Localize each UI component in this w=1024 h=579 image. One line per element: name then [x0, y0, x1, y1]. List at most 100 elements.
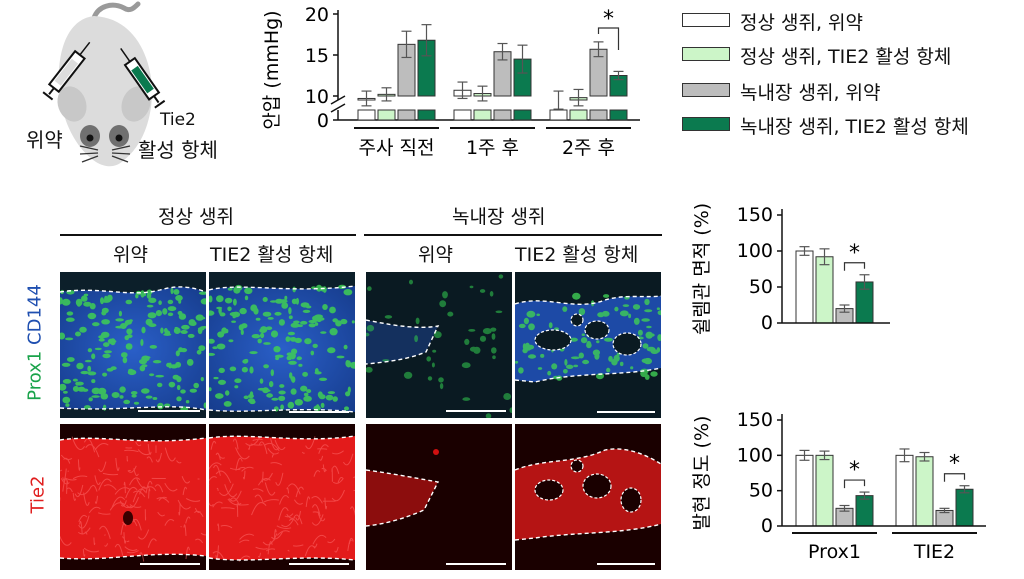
bar [815, 454, 834, 527]
y-tick-label: 50 [749, 480, 773, 502]
y-tick-label: 15 [305, 45, 329, 67]
bar [955, 488, 974, 527]
error-bar [819, 248, 830, 266]
column-header-4: TIE2 활성 항체 [515, 244, 639, 266]
error-bar [477, 85, 488, 102]
error-bar [593, 41, 604, 58]
error-bar [517, 44, 528, 74]
bar-base [417, 109, 436, 121]
significance-bracket [843, 262, 866, 271]
row-label-cd144: CD144 [24, 284, 46, 345]
legend-label: 정상 생쥐, 위약 [740, 12, 863, 34]
error-bar [381, 87, 392, 102]
error-bar [839, 504, 850, 512]
legend-label: 정상 생쥐, TIE2 활성 항체 [740, 46, 952, 68]
error-bar [799, 449, 810, 461]
y-tick-label: 20 [305, 4, 329, 26]
column-header-3: 위약 [418, 244, 453, 266]
y-tick-label: 100 [737, 444, 773, 466]
legend-swatch [682, 117, 730, 131]
bar-base [473, 109, 492, 121]
significance-star: * [949, 452, 960, 477]
mouse-right-label-line1: Tie2 [160, 110, 196, 130]
y-tick-label: 100 [737, 240, 773, 262]
error-bar [859, 491, 870, 500]
bar [895, 454, 914, 527]
bar [855, 495, 874, 527]
error-bar [401, 30, 412, 59]
bar-base [609, 109, 628, 121]
significance-bracket [943, 473, 966, 482]
scale-bar [138, 410, 200, 412]
mouse-left-label: 위약 [26, 128, 63, 152]
significance-bracket [597, 27, 620, 50]
legend-label: 녹내장 생쥐, 위약 [740, 82, 881, 104]
mouse-right-label-line2: 활성 항체 [138, 138, 218, 162]
error-bar [839, 304, 850, 313]
row-label-prox1: Prox1 [24, 350, 46, 401]
row-label-tie2: Tie2 [27, 475, 49, 514]
x-tick-label: 1주 후 [466, 137, 519, 159]
row-label-prox1-cd144: Prox1 CD144 [25, 268, 46, 418]
error-bar [573, 88, 584, 107]
error-bar [859, 274, 870, 290]
significance-star: * [849, 241, 860, 266]
bar-base [589, 109, 608, 121]
error-bar [959, 485, 970, 494]
micrograph-glaucoma-placebo-tie2 [366, 424, 512, 570]
syringe-icon [42, 41, 91, 101]
iop-bar-chart: 안압 (mmHg) 010 15 20 주사 직전 1주 후 2주 후 * [261, 4, 640, 159]
error-bar [819, 450, 830, 461]
scale-bar [140, 563, 200, 565]
group-underline-glaucoma [364, 234, 662, 236]
bar-base [377, 109, 396, 121]
bar [915, 456, 934, 527]
syringe-icon [120, 48, 166, 109]
expression-bar-chart: 발현 정도 (%) 0 50 100 150 Prox1 TIE2 * * [691, 409, 986, 563]
error-bar [613, 70, 624, 81]
scale-bar [597, 411, 655, 413]
bar [795, 454, 814, 527]
x-tick-label: TIE2 [913, 541, 955, 563]
y-tick-label: 150 [737, 204, 773, 226]
micrograph-normal-placebo-prox1-cd144 [60, 272, 206, 418]
scale-bar [289, 563, 349, 565]
micrograph-glaucoma-tie2ab-prox1-cd144 [515, 272, 661, 418]
significance-bracket [843, 479, 866, 489]
legend-swatch [682, 47, 730, 61]
significance-star: * [849, 458, 860, 483]
error-bar [939, 507, 950, 514]
bar-base [493, 109, 512, 121]
y-tick-label: 10 [305, 86, 329, 108]
error-bar [421, 24, 432, 57]
y-tick-label: 0 [761, 515, 773, 537]
error-bar [457, 81, 468, 100]
bar-base [549, 109, 568, 121]
bar-base [357, 109, 376, 121]
micrograph-glaucoma-tie2ab-tie2 [515, 424, 661, 570]
bar-base [569, 109, 588, 121]
bar-base [453, 109, 472, 121]
column-header-2: TIE2 활성 항체 [210, 244, 334, 266]
y-tick-label: 0 [761, 312, 773, 334]
x-tick-label: 주사 직전 [359, 137, 435, 159]
micrograph-normal-placebo-tie2 [60, 424, 206, 570]
error-bar [553, 90, 564, 110]
column-header-1: 위약 [113, 244, 148, 266]
vessel-area-bar-chart: 쉴렘관 면적 (%) 0 50 100 150 * [691, 203, 890, 335]
scale-bar [446, 563, 506, 565]
bar-base [397, 109, 416, 121]
bar [815, 256, 834, 324]
y-axis-label: 발현 정도 (%) [691, 416, 713, 531]
scale-bar [446, 410, 506, 412]
group-underline-normal [60, 234, 356, 236]
bar-base [513, 109, 532, 121]
y-tick-label: 0 [317, 110, 329, 132]
group-header-glaucoma: 녹내장 생쥐 [452, 206, 546, 228]
y-axis-label: 쉴렘관 면적 (%) [691, 203, 713, 335]
mouse-icon [42, 1, 166, 167]
significance-star: * [603, 7, 614, 32]
micrograph-normal-tie2ab-prox1-cd144 [209, 272, 355, 418]
scale-bar [289, 411, 349, 413]
error-bar [497, 42, 508, 61]
